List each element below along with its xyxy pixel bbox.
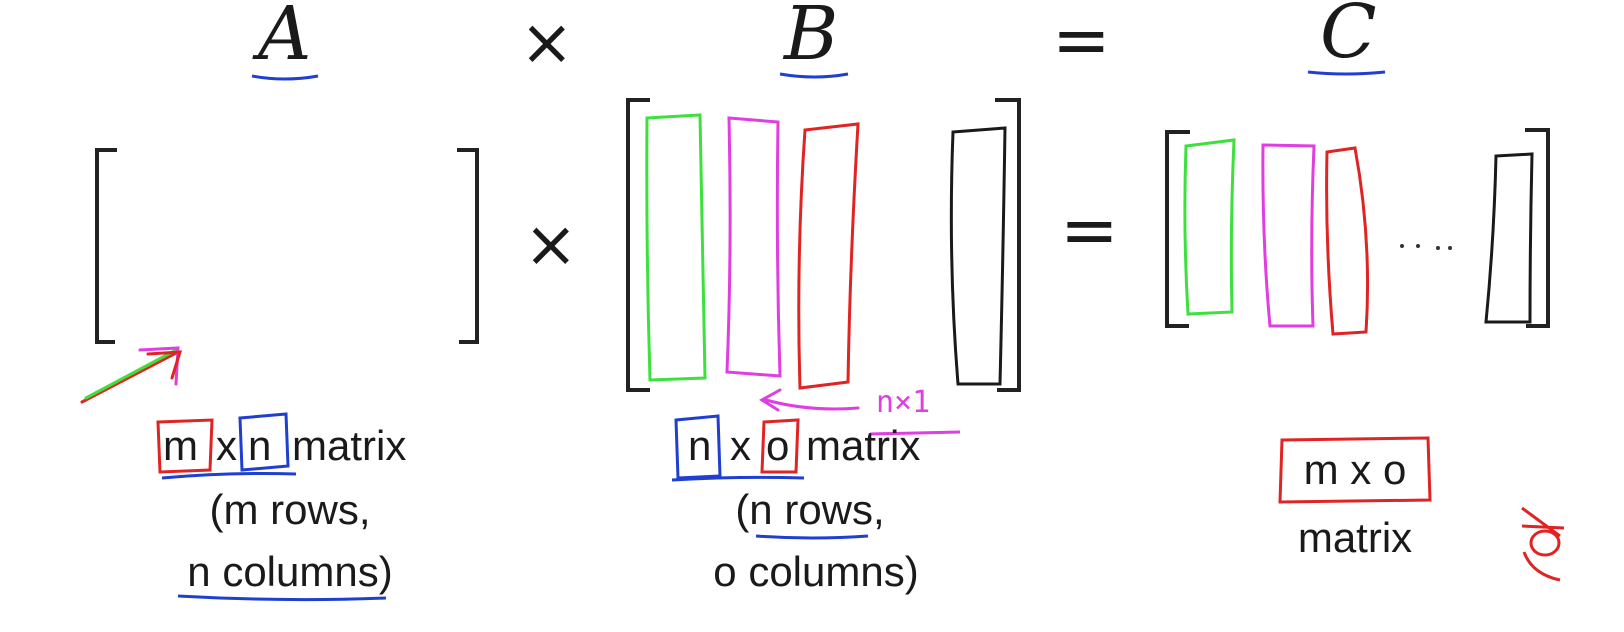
matrix-b-right-bracket: [995, 98, 1021, 392]
matrix-c-column-red: [1325, 146, 1370, 336]
b-n-highlight-box: [674, 414, 722, 480]
a-dims-underline: [161, 472, 297, 480]
partial-doodle-right: [1521, 506, 1565, 582]
a-columns-line: n columns): [187, 548, 393, 595]
matrix-a-symbol: A: [258, 0, 312, 77]
times-sign-top: ×: [520, 6, 574, 80]
b-dim-n: n: [688, 422, 712, 469]
matrix-c-right-bracket: [1525, 128, 1550, 328]
matrix-c-column-magenta: [1261, 143, 1316, 328]
a-n-highlight-box: [238, 412, 290, 472]
equals-sign-middle: =: [1060, 189, 1119, 271]
matrix-c-column-black: [1484, 152, 1534, 324]
matrix-b-column-black: [949, 126, 1007, 386]
matrix-b-column-green: [645, 113, 707, 382]
b-rows-underline: [755, 534, 869, 540]
a-dim-n: n: [248, 422, 272, 469]
b-o-highlight-box: [760, 418, 800, 474]
c-matrix-word: matrix: [1297, 514, 1413, 561]
b-underline: [779, 72, 849, 79]
b-dim-x: x: [730, 422, 751, 469]
a-columns-underline: [177, 594, 387, 602]
matrix-b-column-red: [797, 122, 860, 390]
matrix-c-ellipsis: [1400, 244, 1452, 250]
a-m-highlight-box: [156, 418, 214, 474]
b-rows-line: (n rows,: [735, 486, 885, 533]
a-underline: [251, 74, 319, 81]
matrix-b-symbol: B: [784, 0, 839, 77]
matrix-c-left-bracket: [1165, 130, 1190, 328]
equals-sign-top: =: [1052, 0, 1111, 81]
matrix-a-right-bracket: [457, 148, 479, 344]
c-dims-highlight-box: [1278, 436, 1432, 504]
matrix-a-left-bracket: [95, 148, 117, 344]
a-rows-line: (m rows,: [209, 486, 371, 533]
b-dim-o: o: [766, 422, 790, 469]
matrix-b-left-bracket: [626, 98, 650, 392]
b-annotation-nx1: n×1: [876, 385, 931, 420]
b-matrix-word: matrix: [806, 422, 921, 469]
arrow-to-matrix-a: [80, 346, 183, 404]
b-dims-underline: [671, 475, 805, 482]
b-columns-line: o columns): [713, 548, 919, 595]
times-sign-middle: ×: [524, 208, 578, 282]
a-dim-m: m: [163, 422, 198, 469]
c-underline: [1307, 70, 1386, 76]
c-dims-label: m x o: [1303, 446, 1407, 493]
matrix-b-column-magenta: [725, 116, 782, 378]
matrix-c-column-green: [1183, 138, 1236, 316]
a-matrix-word: matrix: [292, 422, 407, 469]
b-annotation-underline: [869, 430, 961, 436]
matrix-c-symbol: C: [1320, 0, 1377, 75]
a-dim-x: x: [216, 422, 237, 469]
b-annotation-arrow: [759, 388, 860, 412]
